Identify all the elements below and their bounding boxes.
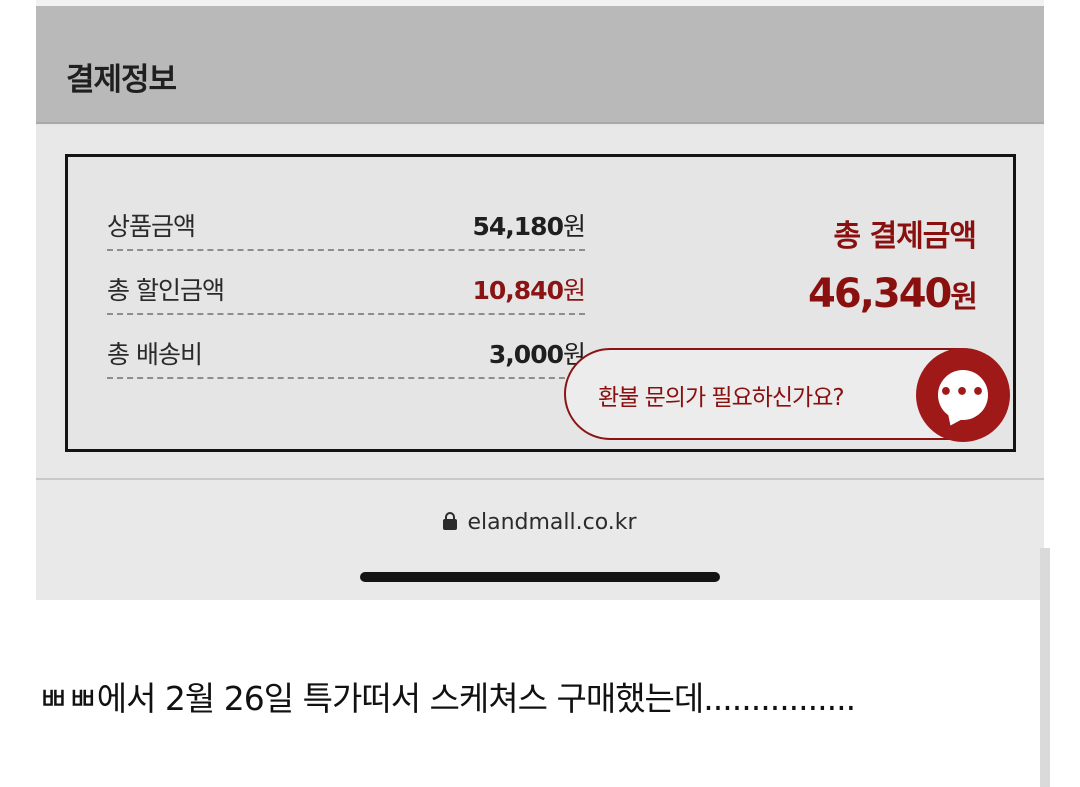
post-caption: ㅃㅃ에서 2월 26일 특가떠서 스케쳐스 구매했는데.............… — [38, 679, 856, 718]
refund-inquiry-label: 환불 문의가 필요하신가요? — [598, 385, 845, 411]
discount-amount-label: 총 할인금액 — [107, 276, 225, 305]
page-title: 결제정보 — [66, 62, 177, 98]
row-product-amount: 상품금액 54,180원 — [107, 201, 587, 251]
discount-amount-value: 10,840원 — [472, 276, 587, 305]
product-amount-value: 54,180원 — [472, 212, 587, 241]
shipping-fee-label: 총 배송비 — [107, 340, 203, 369]
top-edge — [36, 0, 1044, 6]
row-shipping-fee: 총 배송비 3,000원 — [107, 329, 586, 379]
shipping-fee-value: 3,000원 — [488, 340, 586, 369]
chat-bubble-icon: ••• — [938, 370, 988, 420]
payment-screenshot: 결제정보 상품금액 54,180원 총 할인금액 10,840원 총 배송비 3… — [36, 0, 1044, 600]
url-display[interactable]: elandmall.co.kr — [36, 510, 1044, 535]
row-discount-amount: 총 할인금액 10,840원 — [107, 265, 587, 315]
total-payment-amount: 46,340원 — [808, 271, 978, 317]
scrollbar-strip — [1040, 548, 1050, 787]
lock-icon — [443, 512, 458, 530]
total-payment-label: 총 결제금액 — [833, 219, 977, 254]
product-amount-label: 상품금액 — [107, 212, 196, 241]
home-indicator[interactable] — [360, 572, 720, 582]
payment-info-header: 결제정보 — [36, 6, 1044, 124]
browser-address-bar: elandmall.co.kr — [36, 478, 1044, 600]
url-text: elandmall.co.kr — [467, 510, 637, 535]
chat-icon[interactable]: ••• — [916, 348, 1010, 442]
